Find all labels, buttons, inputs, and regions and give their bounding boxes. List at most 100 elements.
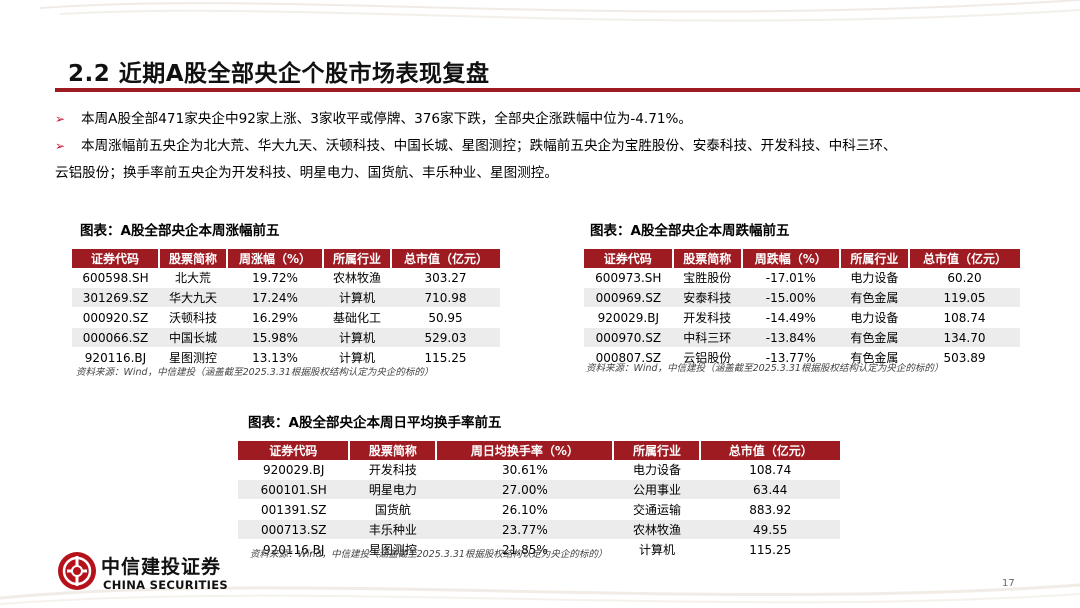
cell-industry: 基础化工 <box>323 307 391 328</box>
cell-industry: 有色金属 <box>839 347 909 368</box>
cell-mktcap: 119.05 <box>908 287 1020 308</box>
cell-industry: 电力设备 <box>613 460 701 480</box>
bullet-item: ➢ 本周A股全部471家央企中92家上涨、3家收平或停牌、376家下跌，全部央企… <box>55 106 1065 133</box>
cell-industry: 电力设备 <box>839 307 909 328</box>
cell-industry: 交通运输 <box>613 499 701 520</box>
cell-turnover: 26.10% <box>436 499 614 520</box>
turnover-source-note: 资料来源：Wind，中信建投（涵盖截至2025.3.31根据股权结构认定为央企的… <box>250 549 608 560</box>
cell-industry: 电力设备 <box>839 268 909 288</box>
page-number: 17 <box>1002 578 1015 589</box>
table-row: 000066.SZ 中国长城 15.98% 计算机 529.03 <box>72 327 500 348</box>
table-row: 920029.BJ 开发科技 30.61% 电力设备 108.74 <box>238 460 840 480</box>
arrow-bullet-icon: ➢ <box>55 139 66 153</box>
cell-code: 000920.SZ <box>72 307 159 328</box>
cell-industry: 农林牧渔 <box>613 519 701 540</box>
col-header-industry: 所属行业 <box>613 441 702 460</box>
losers-table-caption: 图表：A股全部央企本周跌幅前五 <box>590 223 790 239</box>
col-header-code: 证券代码 <box>238 441 351 460</box>
cell-name: 华大九天 <box>159 287 227 308</box>
cell-code: 920116.BJ <box>72 347 159 368</box>
cell-name: 明星电力 <box>349 479 437 500</box>
cell-mktcap: 710.98 <box>391 287 500 308</box>
cell-code: 600598.SH <box>72 268 159 288</box>
losers-table: 证券代码 股票简称 周跌幅（%） 所属行业 总市值（亿元） 600973.SH … <box>584 249 1020 368</box>
cell-mktcap: 529.03 <box>391 327 500 348</box>
cell-change: -15.00% <box>741 287 840 308</box>
cell-industry: 计算机 <box>323 327 391 348</box>
page-title: 2.2 近期A股全部央企个股市场表现复盘 <box>68 61 490 87</box>
cell-mktcap: 60.20 <box>908 268 1020 288</box>
cell-mktcap: 883.92 <box>700 499 840 520</box>
cell-change: -17.01% <box>741 268 840 288</box>
col-header-name: 股票简称 <box>159 249 228 268</box>
col-header-name: 股票简称 <box>672 249 743 268</box>
cell-industry: 有色金属 <box>839 287 909 308</box>
col-header-mktcap: 总市值（亿元） <box>391 249 500 268</box>
losers-source-note: 资料来源：Wind，中信建投（涵盖截至2025.3.31根据股权结构认定为央企的… <box>586 363 944 374</box>
cell-name: 星图测控 <box>159 347 227 368</box>
col-header-change: 周涨幅（%） <box>226 249 325 268</box>
arrow-bullet-icon: ➢ <box>55 112 66 126</box>
cell-name: 丰乐种业 <box>349 519 437 540</box>
cell-name: 国货航 <box>349 499 437 520</box>
cell-turnover: 30.61% <box>436 460 614 480</box>
cell-change: -13.77% <box>741 347 840 368</box>
table-row: 920116.BJ 星图测控 13.13% 计算机 115.25 <box>72 347 500 368</box>
cell-name: 中国长城 <box>159 327 227 348</box>
col-header-code: 证券代码 <box>584 249 674 268</box>
table-row: 000920.SZ 沃顿科技 16.29% 基础化工 50.95 <box>72 307 500 328</box>
cell-code: 301269.SZ <box>72 287 159 308</box>
title-underline <box>55 88 1080 92</box>
col-header-name: 股票简称 <box>349 441 438 460</box>
cell-code: 600101.SH <box>238 479 350 500</box>
cell-change: 16.29% <box>226 307 324 328</box>
table-row: 000713.SZ 丰乐种业 23.77% 农林牧渔 49.55 <box>238 519 840 540</box>
cell-change: -13.84% <box>741 327 840 348</box>
cell-code: 920029.BJ <box>584 307 673 328</box>
gainers-table: 证券代码 股票简称 周涨幅（%） 所属行业 总市值（亿元） 600598.SH … <box>72 249 500 368</box>
company-logo-icon <box>58 552 96 590</box>
cell-mktcap: 63.44 <box>700 479 840 500</box>
turnover-table: 证券代码 股票简称 周日均换手率（%） 所属行业 总市值（亿元） 920029.… <box>238 441 840 560</box>
company-logo-cn: 中信建投证券 <box>101 556 222 578</box>
summary-bullets: ➢ 本周A股全部471家央企中92家上涨、3家收平或停牌、376家下跌，全部央企… <box>55 106 1065 187</box>
table-header-row: 证券代码 股票简称 周跌幅（%） 所属行业 总市值（亿元） <box>584 249 1020 268</box>
bullet-text: 本周A股全部471家央企中92家上涨、3家收平或停牌、376家下跌，全部央企涨跌… <box>81 111 693 127</box>
table-row: 600973.SH 宝胜股份 -17.01% 电力设备 60.20 <box>584 268 1020 288</box>
table-row: 000969.SZ 安泰科技 -15.00% 有色金属 119.05 <box>584 287 1020 308</box>
col-header-code: 证券代码 <box>72 249 160 268</box>
turnover-table-caption: 图表：A股全部央企本周日平均换手率前五 <box>248 415 502 431</box>
cell-industry: 公用事业 <box>613 479 701 500</box>
cell-name: 北大荒 <box>159 268 227 288</box>
cell-name: 沃顿科技 <box>159 307 227 328</box>
cell-industry: 计算机 <box>613 539 701 560</box>
cell-code: 600973.SH <box>584 268 673 288</box>
table-row: 301269.SZ 华大九天 17.24% 计算机 710.98 <box>72 287 500 308</box>
gainers-source-note: 资料来源：Wind，中信建投（涵盖截至2025.3.31根据股权结构认定为央企的… <box>76 367 434 378</box>
cell-code: 000970.SZ <box>584 327 673 348</box>
col-header-industry: 所属行业 <box>839 249 910 268</box>
cell-industry: 计算机 <box>323 287 391 308</box>
cell-turnover: 21.85% <box>436 539 614 560</box>
bullet-item: ➢ 本周涨幅前五央企为北大荒、华大九天、沃顿科技、中国长城、星图测控；跌幅前五央… <box>55 133 1065 187</box>
cell-mktcap: 115.25 <box>700 539 840 560</box>
cell-code: 000807.SZ <box>584 347 673 368</box>
cell-turnover: 23.77% <box>436 519 614 540</box>
cell-mktcap: 115.25 <box>391 347 500 368</box>
bullet-text: 本周涨幅前五央企为北大荒、华大九天、沃顿科技、中国长城、星图测控；跌幅前五央企为… <box>81 138 897 154</box>
table-row: 000970.SZ 中科三环 -13.84% 有色金属 134.70 <box>584 327 1020 348</box>
table-header-row: 证券代码 股票简称 周涨幅（%） 所属行业 总市值（亿元） <box>72 249 500 268</box>
col-header-change: 周跌幅（%） <box>741 249 841 268</box>
table-row: 000807.SZ 云铝股份 -13.77% 有色金属 503.89 <box>584 347 1020 368</box>
table-row: 001391.SZ 国货航 26.10% 交通运输 883.92 <box>238 499 840 520</box>
cell-code: 001391.SZ <box>238 499 350 520</box>
gainers-table-caption: 图表：A股全部央企本周涨幅前五 <box>80 223 280 239</box>
table-row: 600598.SH 北大荒 19.72% 农林牧渔 303.27 <box>72 268 500 288</box>
cell-code: 000713.SZ <box>238 519 350 540</box>
cell-name: 中科三环 <box>672 327 742 348</box>
cell-mktcap: 49.55 <box>700 519 840 540</box>
cell-name: 开发科技 <box>672 307 742 328</box>
cell-name: 云铝股份 <box>672 347 742 368</box>
cell-name: 开发科技 <box>349 460 437 480</box>
cell-mktcap: 50.95 <box>391 307 500 328</box>
